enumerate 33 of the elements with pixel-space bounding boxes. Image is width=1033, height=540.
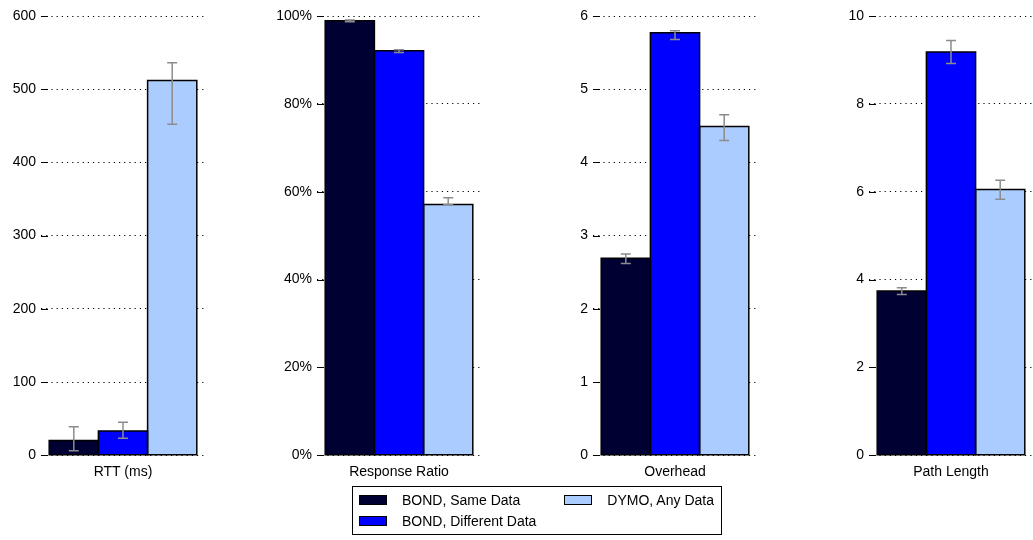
legend-label: BOND, Same Data bbox=[402, 492, 521, 508]
y-tick-label: 6 bbox=[580, 6, 589, 23]
y-tick-label: 0 bbox=[856, 446, 865, 463]
y-tick-label: 0 bbox=[580, 446, 589, 463]
y-tick-label: 500 bbox=[12, 80, 37, 97]
y-tick-label: 400 bbox=[12, 153, 37, 170]
y-tick-label: 0 bbox=[28, 446, 37, 463]
x-axis-title: Response Ratio bbox=[349, 463, 450, 480]
y-tick-label: 3 bbox=[580, 226, 589, 243]
x-axis-title: Overhead bbox=[644, 463, 706, 480]
y-tick-label: 20% bbox=[283, 358, 312, 375]
y-tick-label: 100% bbox=[276, 6, 312, 23]
y-tick-label: 80% bbox=[283, 94, 312, 111]
y-tick-label: 1 bbox=[580, 372, 589, 389]
legend-label: DYMO, Any Data bbox=[607, 492, 714, 508]
y-tick-label: 200 bbox=[12, 299, 37, 316]
x-axis-title: RTT (ms) bbox=[93, 463, 153, 480]
y-tick-label: 2 bbox=[580, 299, 589, 316]
y-tick-label: 0% bbox=[291, 446, 312, 463]
y-tick-label: 60% bbox=[283, 182, 312, 199]
y-tick-label: 40% bbox=[283, 270, 312, 287]
y-tick-label: 10 bbox=[848, 6, 865, 23]
y-tick-label: 4 bbox=[856, 270, 865, 287]
y-tick-label: 8 bbox=[856, 94, 865, 111]
y-tick-label: 100 bbox=[12, 372, 37, 389]
x-axis-title: Path Length bbox=[913, 463, 989, 480]
y-tick-label: 4 bbox=[580, 153, 589, 170]
y-tick-label: 600 bbox=[12, 6, 37, 23]
legend-label: BOND, Different Data bbox=[402, 513, 537, 529]
y-tick-label: 2 bbox=[856, 358, 865, 375]
y-tick-label: 5 bbox=[580, 80, 589, 97]
y-tick-label: 6 bbox=[856, 182, 865, 199]
y-tick-label: 300 bbox=[12, 226, 37, 243]
